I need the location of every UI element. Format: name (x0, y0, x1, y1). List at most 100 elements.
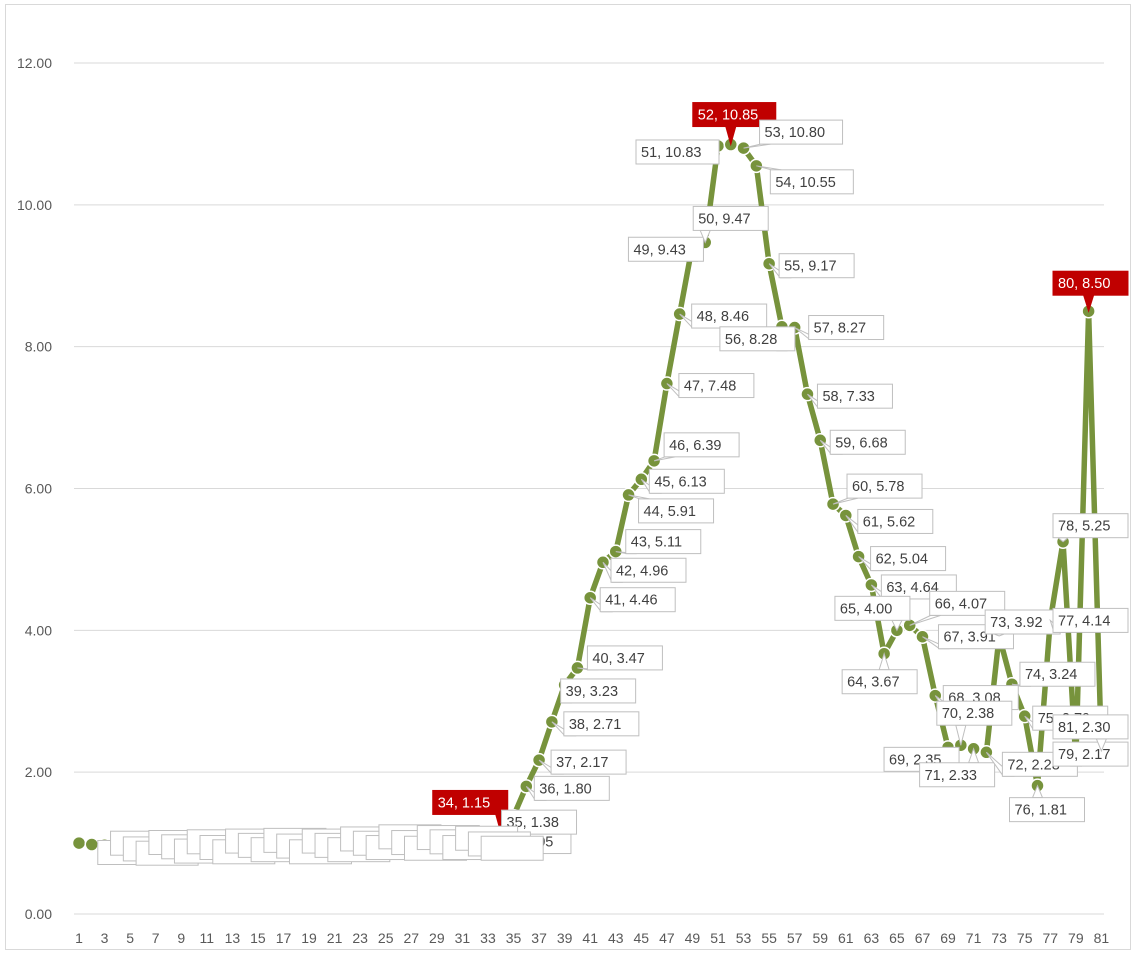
x-tick-label: 69 (940, 930, 956, 946)
label-text: 35, 1.38 (507, 815, 559, 831)
label-box (599, 587, 676, 613)
data-point-markers (71, 137, 1109, 854)
data-label: 74, 3.24 (1011, 661, 1096, 687)
data-label: 65, 4.00 (834, 595, 911, 632)
y-axis-tick-labels: 0.00 2.00 4.00 6.00 8.00 10.00 12.00 (17, 55, 52, 922)
label-text: 39, 3.23 (566, 684, 618, 700)
data-label: 45, 6.13 (640, 468, 725, 494)
data-label: 44, 5.91 (628, 494, 715, 524)
data-label: 43, 5.11 (615, 529, 702, 555)
label-text: 56, 8.28 (725, 332, 777, 348)
x-tick-label: 31 (455, 930, 471, 946)
label-text: 63, 4.64 (886, 580, 938, 596)
label-box (560, 678, 637, 704)
data-label: 48, 8.46 (679, 303, 768, 329)
label-box (610, 557, 687, 583)
x-tick-label: 57 (787, 930, 803, 946)
label-box (1019, 661, 1096, 687)
data-label: 70, 2.38 (936, 700, 1013, 746)
overlapping-data-labels (97, 824, 544, 866)
x-tick-label: 67 (915, 930, 931, 946)
x-tick-label: 25 (378, 930, 394, 946)
label-text: 73, 3.92 (990, 615, 1042, 631)
label-box (627, 236, 704, 262)
label-text: 41, 4.46 (605, 593, 657, 609)
x-tick-label: 49 (685, 930, 701, 946)
x-tick-label: 21 (327, 930, 343, 946)
x-tick-label: 59 (812, 930, 828, 946)
x-tick-label: 7 (152, 930, 160, 946)
label-box (759, 119, 844, 145)
chart-frame: 0.00 2.00 4.00 6.00 8.00 10.00 12.00 1 3 5 7 9 11 13… (5, 4, 1131, 950)
data-label: 54, 10.55 (756, 165, 854, 195)
x-tick-label: 43 (608, 930, 624, 946)
label-text: 38, 2.71 (569, 717, 621, 733)
data-label-highlighted: 80, 8.50 (1052, 270, 1129, 313)
label-box (870, 546, 947, 572)
x-tick-label: 15 (250, 930, 266, 946)
data-label: 81, 2.30 (1052, 714, 1129, 753)
data-label: 51, 10.83 (635, 139, 720, 165)
data-label: 76, 1.81 (1009, 784, 1085, 823)
data-label: 64, 3.67 (841, 652, 918, 695)
label-box (829, 429, 906, 455)
label-text: 81, 2.30 (1058, 720, 1110, 736)
label-box (432, 789, 509, 815)
data-label: 41, 4.46 (589, 587, 676, 613)
label-box (808, 315, 885, 341)
x-tick-label: 39 (557, 930, 573, 946)
x-tick-label: 51 (710, 930, 726, 946)
label-box (769, 169, 854, 195)
x-tick-label: 33 (480, 930, 496, 946)
label-box (1052, 513, 1129, 539)
label-text: 76, 1.81 (1015, 803, 1067, 819)
data-label: 53, 10.80 (743, 119, 844, 149)
data-label: 56, 8.28 (719, 326, 796, 352)
label-text: 36, 1.80 (539, 781, 591, 797)
label-text: 47, 7.48 (684, 379, 736, 395)
label-text: 52, 10.85 (698, 108, 758, 124)
label-text: 44, 5.91 (644, 504, 696, 520)
y-tick-label: 4.00 (25, 622, 52, 638)
label-box (480, 835, 544, 861)
label-text: 40, 3.47 (592, 651, 644, 667)
x-tick-label: 73 (991, 930, 1007, 946)
label-box (1052, 714, 1129, 740)
data-label: 50, 9.47 (692, 205, 769, 244)
x-axis-tick-labels: 1 3 5 7 9 11 13 15 17 19 21 23 25 27 29 31 33 35 37 39 41 43 4… (75, 930, 1109, 946)
x-tick-label: 17 (276, 930, 292, 946)
label-text: 53, 10.80 (765, 125, 825, 141)
label-text: 77, 4.14 (1058, 613, 1110, 629)
label-box (691, 303, 768, 329)
label-text: 43, 5.11 (631, 535, 682, 551)
data-label: 60, 5.78 (832, 473, 923, 505)
data-label: 79, 2.17 (1052, 741, 1129, 767)
y-tick-label: 12.00 (17, 55, 52, 71)
label-text: 66, 4.07 (935, 596, 987, 612)
label-text: 62, 5.04 (876, 552, 928, 568)
y-tick-label: 2.00 (25, 764, 52, 780)
label-box (834, 595, 911, 621)
label-text: 59, 6.68 (835, 435, 887, 451)
data-label: 37, 2.17 (538, 749, 627, 775)
label-box (678, 373, 755, 399)
y-tick-label: 0.00 (25, 906, 52, 922)
label-text: 74, 3.24 (1025, 667, 1077, 683)
label-text: 51, 10.83 (641, 145, 701, 161)
data-label: 73, 3.92 (984, 609, 1061, 637)
data-label: 77, 4.14 (1049, 607, 1129, 633)
x-tick-label: 11 (200, 930, 215, 946)
y-tick-label: 6.00 (25, 481, 52, 497)
x-tick-label: 65 (889, 930, 905, 946)
x-tick-label: 5 (126, 930, 134, 946)
label-text: 34, 1.15 (438, 795, 490, 811)
label-text: 49, 9.43 (633, 242, 685, 258)
x-tick-label: 29 (429, 930, 445, 946)
x-tick-label: 55 (761, 930, 777, 946)
label-text: 50, 9.47 (698, 211, 750, 227)
data-point (71, 835, 87, 851)
label-box (841, 669, 918, 695)
label-box (816, 383, 893, 409)
data-label: 58, 7.33 (807, 383, 893, 409)
label-text: 55, 9.17 (784, 259, 836, 275)
